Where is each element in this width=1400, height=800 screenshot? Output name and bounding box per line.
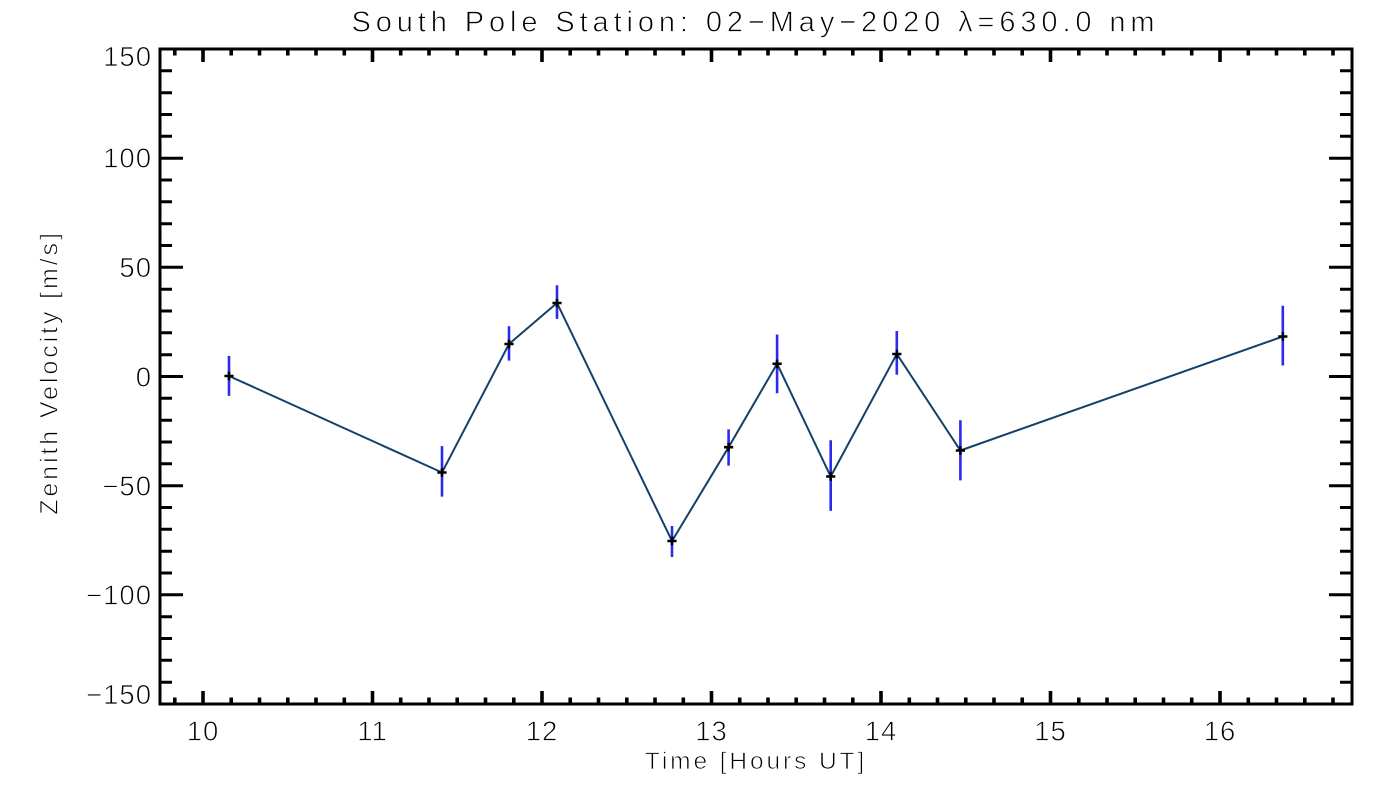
svg-text:100: 100	[103, 143, 152, 174]
svg-text:15: 15	[1034, 716, 1067, 747]
svg-text:−150: −150	[86, 679, 152, 710]
svg-text:12: 12	[526, 716, 559, 747]
svg-text:−50: −50	[102, 470, 152, 501]
svg-text:0: 0	[136, 361, 152, 392]
svg-text:50: 50	[119, 252, 152, 283]
svg-text:16: 16	[1204, 716, 1237, 747]
svg-text:10: 10	[187, 716, 220, 747]
svg-text:South Pole Station: 02−May−202: South Pole Station: 02−May−2020 λ=630.0 …	[352, 7, 1160, 39]
svg-text:−100: −100	[86, 579, 152, 610]
svg-text:14: 14	[865, 716, 898, 747]
svg-text:11: 11	[357, 716, 388, 747]
svg-text:Zenith Velocity [m/s]: Zenith Velocity [m/s]	[36, 230, 64, 515]
svg-text:150: 150	[103, 41, 152, 72]
svg-text:13: 13	[695, 716, 728, 747]
svg-text:Time [Hours UT]: Time [Hours UT]	[645, 748, 867, 775]
